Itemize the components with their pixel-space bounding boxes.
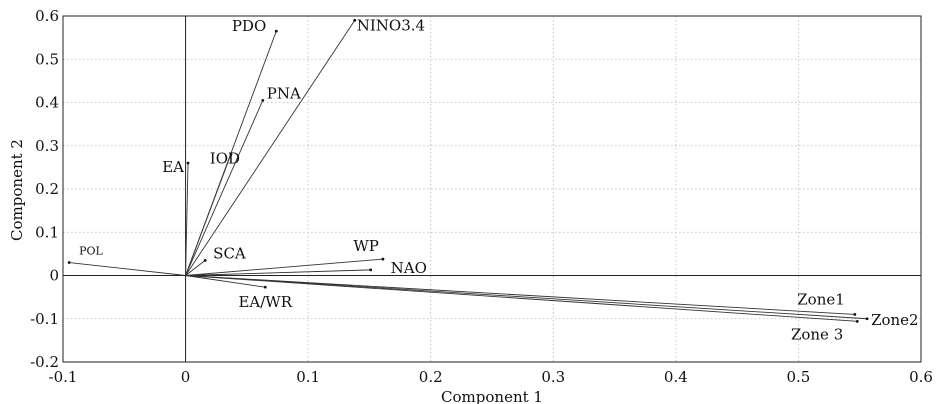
vector-nino3-4 — [185, 20, 356, 276]
vector-labels: PDO NINO3.4 PNA IOD EA SCA POL WP NAO EA/WR Zone1 Z… — [79, 16, 918, 343]
y-tick-label: 0.1 — [35, 223, 59, 241]
x-tick-label: 0.6 — [909, 368, 933, 386]
y-tick-label: 0.5 — [35, 50, 59, 68]
vector-label-zone1: Zone1 — [797, 290, 845, 308]
x-tick-label: 0.3 — [541, 368, 565, 386]
y-tick-label: 0.6 — [35, 7, 59, 25]
vector-tip-sca — [203, 258, 207, 262]
vector-label-pol: POL — [79, 245, 103, 258]
vector-label-ea-wr: EA/WR — [238, 293, 292, 311]
y-tick-label: 0.3 — [35, 137, 59, 155]
vector-label-zone2: Zone2 — [871, 311, 919, 329]
vector-zone2 — [185, 275, 868, 320]
vector-tip-nino3-4 — [353, 18, 357, 22]
vector-zone-3 — [185, 275, 858, 322]
vector-tip-pna — [261, 98, 265, 102]
vector-tip-wp — [381, 257, 385, 261]
x-axis-label: Component 1 — [441, 388, 543, 404]
vector-tip-pol — [67, 261, 71, 264]
y-tick-labels: -0.2 -0.1 0 0.1 0.2 0.3 0.4 0.5 0.6 — [30, 7, 59, 371]
x-tick-label: 0.5 — [786, 368, 810, 386]
grid-lines — [62, 15, 922, 363]
vector-label-wp: WP — [353, 237, 379, 255]
vector-zone1 — [185, 275, 855, 315]
vector-wp — [185, 258, 383, 276]
vector-sca — [185, 260, 206, 276]
vector-label-pna: PNA — [267, 84, 301, 102]
vector-label-pdo: PDO — [232, 17, 266, 35]
vector-iod — [185, 154, 232, 276]
vector-tip-nao — [369, 268, 373, 272]
y-tick-label: 0.4 — [35, 94, 59, 112]
vector-tip-zone2 — [865, 317, 869, 321]
vector-tip-pdo — [274, 29, 278, 33]
vector-tip-zone-3 — [855, 319, 859, 323]
vector-label-nao: NAO — [391, 259, 427, 277]
x-tick-label: 0.4 — [664, 368, 688, 386]
y-tick-label: 0 — [49, 267, 59, 285]
vector-label-nino3-4: NINO3.4 — [357, 16, 425, 34]
vector-tip-zone1 — [853, 313, 857, 316]
vector-label-iod: IOD — [210, 149, 240, 167]
vector-tip-ea — [186, 161, 190, 165]
vector-tip-iod — [229, 153, 233, 156]
plot-frame — [62, 15, 922, 363]
vector-label-sca: SCA — [213, 244, 246, 262]
vector-nao — [185, 269, 371, 276]
vector-label-ea: EA — [162, 158, 184, 176]
vector-pna — [185, 100, 264, 276]
x-tick-label: 0.1 — [296, 368, 320, 386]
x-tick-label: 0 — [181, 368, 191, 386]
y-tick-label: -0.1 — [30, 310, 59, 328]
vector-ea-wr — [185, 275, 266, 288]
vector-label-zone-3: Zone 3 — [791, 325, 843, 343]
vector-tip-ea-wr — [263, 285, 267, 289]
zero-axes — [63, 16, 921, 362]
y-tick-label: -0.2 — [30, 353, 59, 371]
vector-pol — [69, 262, 186, 276]
x-tick-label: -0.1 — [49, 368, 78, 386]
y-tick-label: 0.2 — [35, 180, 59, 198]
x-tick-labels: -0.1 0 0.1 0.2 0.3 0.4 0.5 0.6 — [49, 368, 933, 386]
y-axis-label: Component 2 — [8, 139, 26, 241]
x-tick-label: 0.2 — [419, 368, 443, 386]
loading-vectors — [67, 18, 869, 323]
vector-ea — [185, 163, 189, 276]
